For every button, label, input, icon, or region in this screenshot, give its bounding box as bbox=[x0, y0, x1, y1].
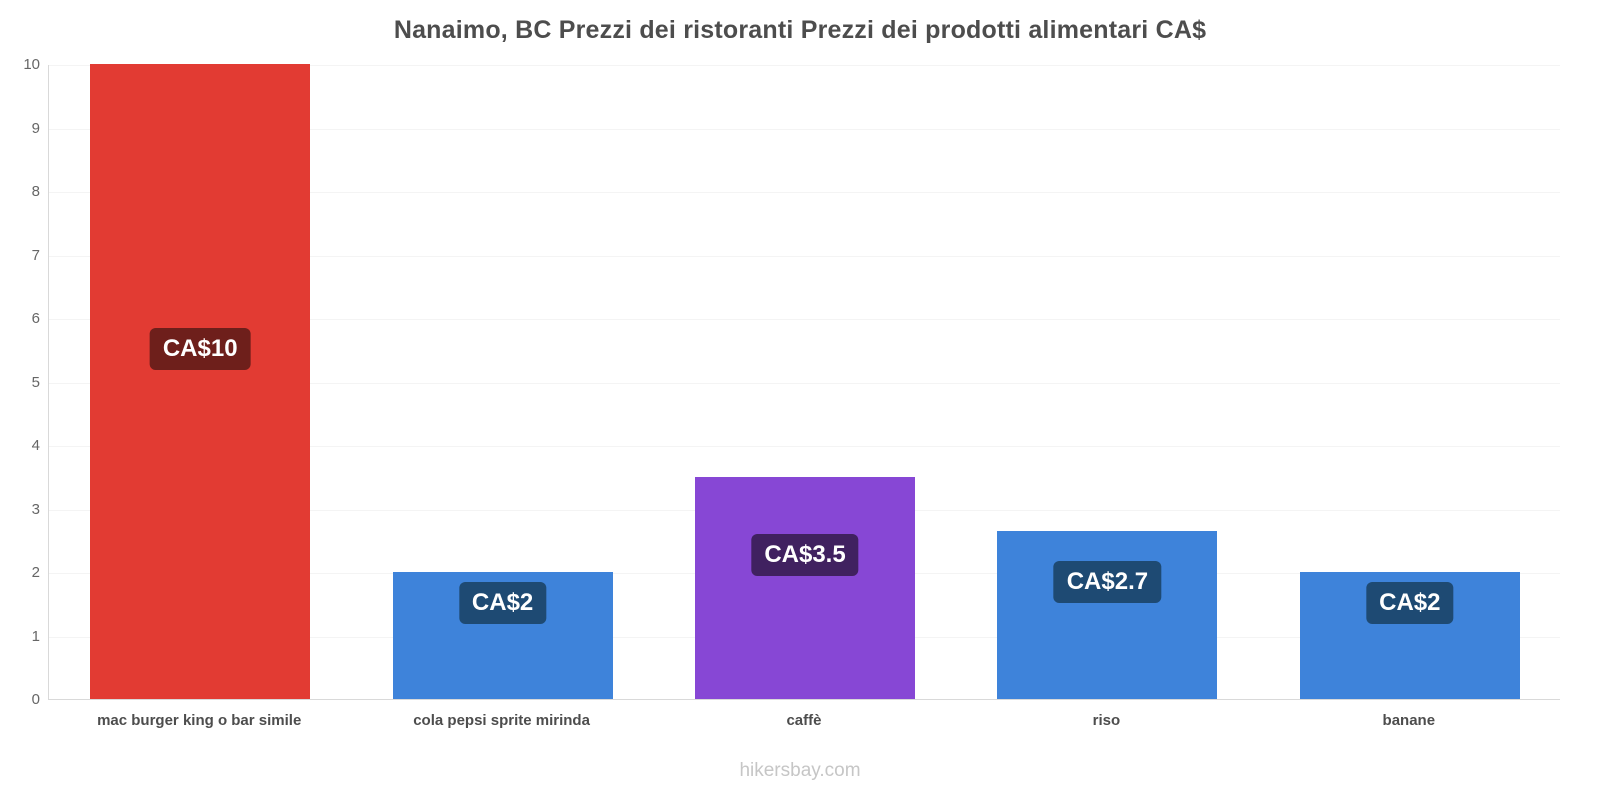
y-tick-label: 1 bbox=[31, 627, 40, 645]
bar-1: CA$10 bbox=[90, 64, 311, 699]
y-tick-label: 5 bbox=[31, 373, 40, 391]
gridline bbox=[49, 192, 1560, 193]
x-tick-label: cola pepsi sprite mirinda bbox=[413, 712, 590, 729]
gridline bbox=[49, 319, 1560, 320]
x-tick-label: riso bbox=[1092, 712, 1121, 729]
bar-value-label: CA$10 bbox=[149, 327, 251, 370]
y-tick-label: 6 bbox=[31, 310, 40, 327]
gridline bbox=[49, 255, 1560, 257]
bar-3: CA$3.5 bbox=[695, 476, 915, 699]
x-tick-label: mac burger king o bar simile bbox=[97, 712, 302, 729]
bar-value-label: CA$2.7 bbox=[1053, 560, 1162, 603]
bar-value-label: CA$2 bbox=[1366, 581, 1454, 624]
plot-area: CA$10 CA$2 CA$3.5 CA$2.7 CA$2 bbox=[48, 64, 1560, 700]
y-tick-label: 7 bbox=[31, 246, 40, 264]
bar-2: CA$2 bbox=[392, 572, 613, 699]
x-tick-label: caffè bbox=[786, 712, 822, 729]
y-tick-label: 8 bbox=[31, 183, 40, 200]
chart-title: Nanaimo, BC Prezzi dei ristoranti Prezzi… bbox=[393, 16, 1207, 44]
footer-watermark: hikersbay.com bbox=[739, 760, 861, 781]
y-axis: 0 1 2 3 4 5 6 7 8 9 10 bbox=[0, 56, 40, 708]
y-tick-label: 2 bbox=[31, 564, 40, 581]
x-axis: mac burger king o bar simile cola pepsi s… bbox=[48, 712, 1560, 736]
bar-4: CA$2.7 bbox=[997, 530, 1218, 699]
gridline bbox=[49, 65, 1560, 66]
y-tick-label: 0 bbox=[31, 691, 40, 708]
y-tick-label: 4 bbox=[31, 437, 40, 454]
x-tick-label: banane bbox=[1382, 712, 1436, 729]
y-tick-label: 9 bbox=[31, 119, 40, 137]
gridline bbox=[49, 382, 1560, 384]
bar-value-label: CA$3.5 bbox=[751, 533, 859, 576]
y-tick-label: 10 bbox=[23, 56, 40, 73]
y-tick-label: 3 bbox=[31, 500, 40, 518]
gridline bbox=[49, 446, 1560, 447]
bar-5: CA$2 bbox=[1299, 572, 1520, 699]
gridline bbox=[49, 128, 1560, 130]
bar-value-label: CA$2 bbox=[458, 581, 547, 624]
